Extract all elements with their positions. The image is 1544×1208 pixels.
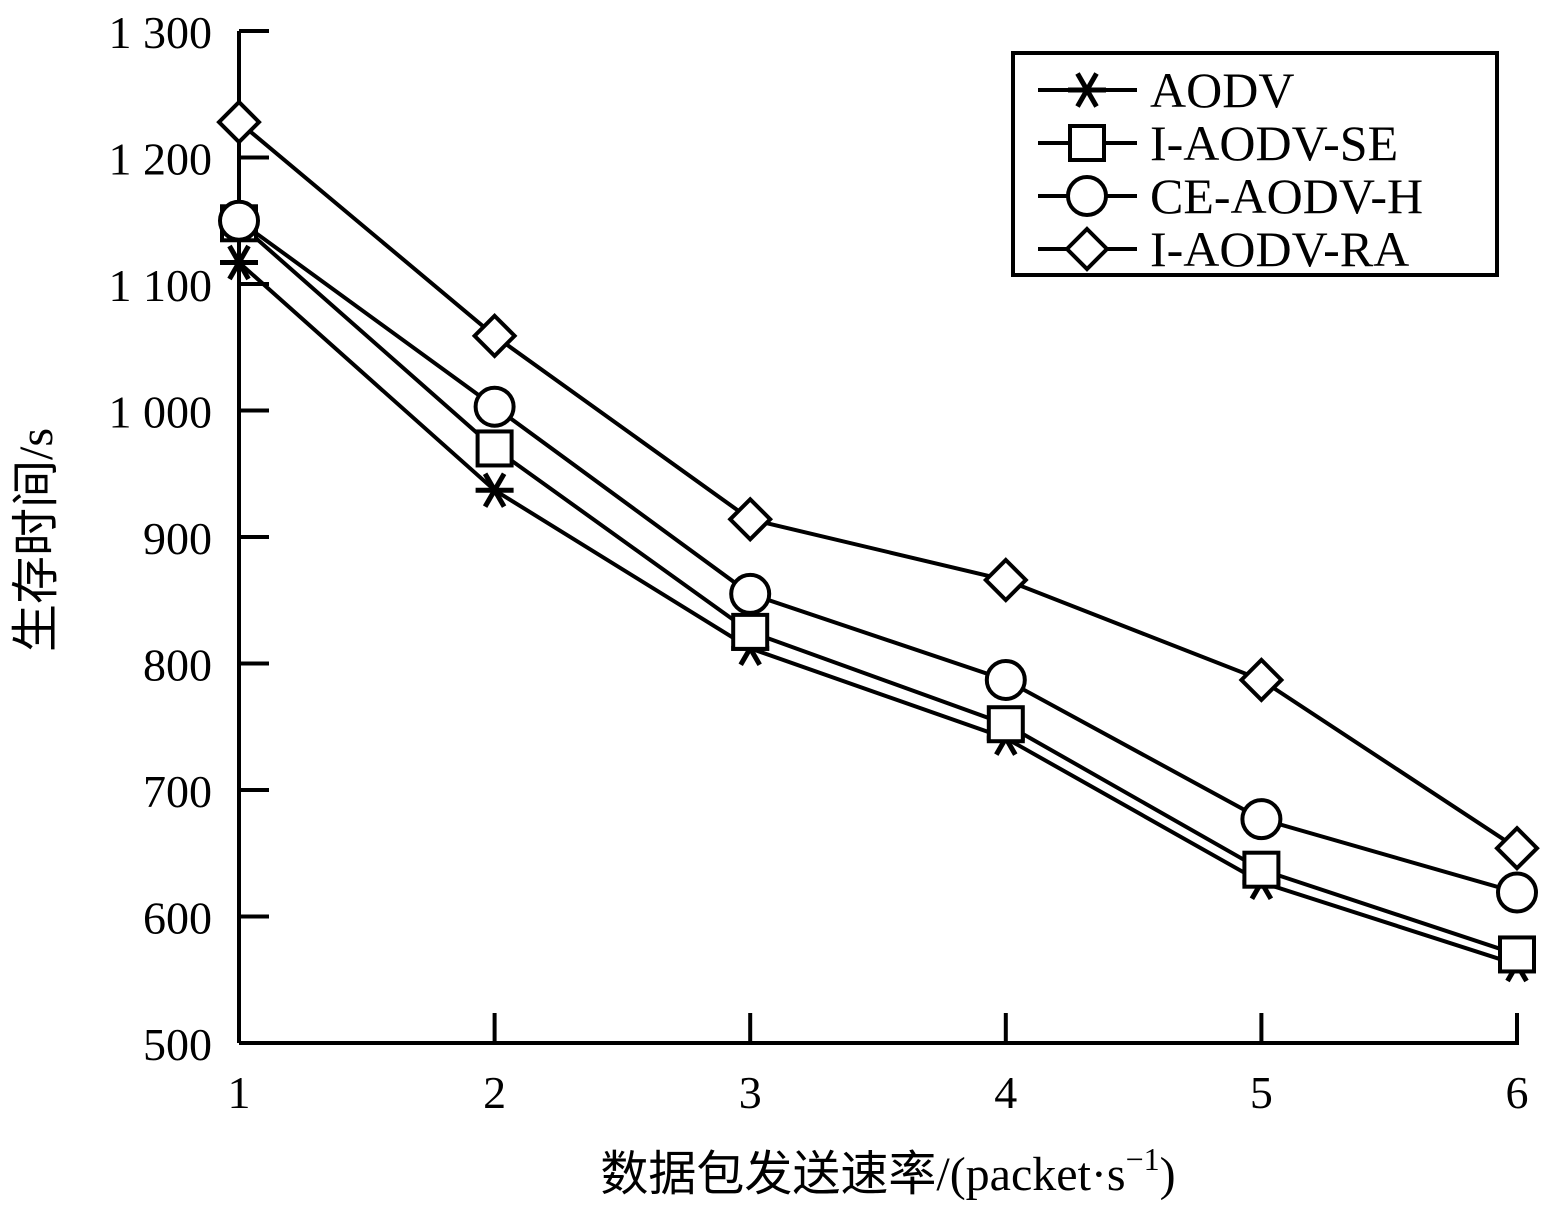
diamond-shape (1064, 226, 1110, 272)
data-point (220, 244, 258, 281)
data-point (1496, 871, 1538, 914)
square-shape (1242, 850, 1281, 889)
data-point (731, 612, 770, 651)
legend-item-i-aodv-se: I-AODV-SE (1038, 115, 1398, 171)
data-point (471, 313, 518, 359)
data-point (1242, 850, 1281, 889)
diamond-shape (982, 557, 1029, 603)
y-axis-label: 生存时间/s (10, 428, 63, 652)
y-tick-label: 1 100 (109, 260, 213, 311)
square-shape (1068, 124, 1106, 162)
y-tick-label: 1 000 (109, 387, 213, 438)
series-group (216, 99, 1540, 983)
series-i-aodv-ra (216, 99, 1540, 872)
legend-item-ce-aodv-h: CE-AODV-H (1038, 168, 1423, 224)
series-aodv (220, 244, 1536, 983)
series-ce-aodv-h (218, 199, 1538, 914)
data-point (1498, 935, 1536, 974)
y-tick-label: 700 (143, 766, 212, 817)
x-tick-label: 4 (994, 1067, 1017, 1118)
circle-shape (1066, 175, 1108, 217)
x-axis-label-superscript: −1 (1126, 1141, 1160, 1177)
y-tick-label: 1 300 (109, 7, 213, 58)
legend-label: CE-AODV-H (1150, 168, 1423, 224)
circle-shape (984, 658, 1027, 701)
y-tick-label: 800 (143, 640, 212, 691)
diamond-shape (1494, 825, 1540, 872)
legend-label: I-AODV-RA (1150, 221, 1409, 277)
legend-marker (1066, 175, 1108, 217)
circle-shape (473, 385, 516, 428)
x-tick-label: 6 (1506, 1067, 1529, 1118)
square-shape (1498, 935, 1536, 974)
data-point (984, 658, 1027, 701)
y-tick-label: 900 (143, 513, 212, 564)
y-tick-label: 1 200 (109, 134, 213, 185)
data-point (1494, 825, 1540, 872)
data-point (475, 429, 514, 468)
x-axis-label-end: ) (1160, 1148, 1176, 1201)
diamond-shape (471, 313, 518, 359)
data-point (1238, 657, 1285, 703)
circle-shape (729, 572, 772, 615)
data-point (727, 496, 774, 543)
legend-label: I-AODV-SE (1150, 115, 1398, 171)
legend-marker (1068, 72, 1106, 108)
axes: 500 600 700 800 900 1 000 1 100 1 200 1 300 1 2 3 4 5… (109, 7, 1529, 1118)
x-axis-label: 数据包发送速率/(packet·s−1) (600, 1141, 1175, 1201)
data-point (986, 705, 1025, 744)
x-axis-label-main: 数据包发送速率/(packet·s (600, 1148, 1125, 1201)
legend-item-i-aodv-ra: I-AODV-RA (1038, 221, 1409, 277)
data-point (475, 472, 514, 508)
data-point (218, 199, 260, 242)
circle-shape (1240, 798, 1283, 841)
square-shape (986, 705, 1025, 744)
x-tick-label: 5 (1250, 1067, 1273, 1118)
x-tick-label: 1 (228, 1067, 251, 1118)
legend-label: AODV (1150, 62, 1294, 118)
x-tick-label: 2 (483, 1067, 506, 1118)
series-line (237, 261, 1518, 967)
data-point (473, 385, 516, 428)
legend-marker (1064, 226, 1110, 272)
square-shape (731, 612, 770, 651)
legend-marker (1068, 124, 1106, 162)
data-point (729, 572, 772, 615)
diamond-shape (1238, 657, 1285, 703)
data-point (982, 557, 1029, 603)
square-shape (475, 429, 514, 468)
diamond-shape (216, 99, 262, 145)
circle-shape (1496, 871, 1538, 914)
asterisk-stroke (227, 244, 251, 281)
series-line (237, 219, 1518, 895)
diamond-shape (727, 496, 774, 543)
circle-shape (218, 199, 260, 242)
y-tick-label: 600 (143, 893, 212, 944)
asterisk-stroke (482, 472, 507, 508)
x-tick-label: 3 (739, 1067, 762, 1118)
data-point (1240, 798, 1283, 841)
series-line (237, 120, 1519, 850)
legend-item-aodv: AODV (1038, 62, 1294, 118)
data-point (216, 99, 262, 145)
series-i-aodv-se (220, 204, 1536, 974)
series-line (237, 221, 1518, 957)
y-tick-label: 500 (143, 1019, 212, 1070)
asterisk-stroke (1075, 72, 1099, 108)
